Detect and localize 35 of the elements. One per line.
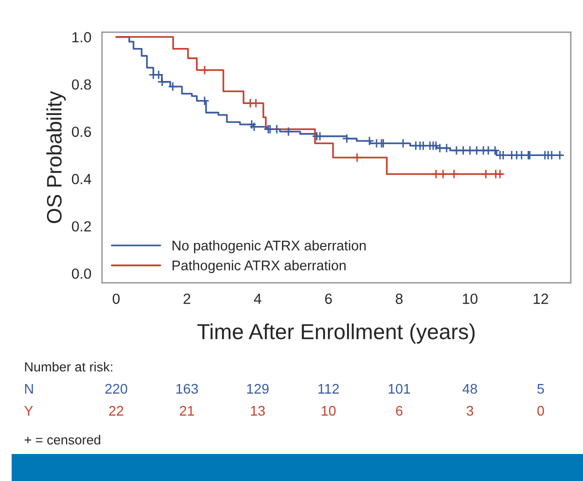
- x-tick-label: 4: [254, 294, 262, 304]
- text: 6: [396, 406, 402, 416]
- text: 22: [109, 406, 124, 416]
- text: 5: [537, 384, 544, 394]
- x-tick-label: 2: [184, 294, 190, 304]
- text: 112: [318, 384, 339, 394]
- text: 220: [105, 384, 128, 394]
- text: 10: [322, 406, 336, 416]
- y-tick-label: 1.0: [72, 32, 92, 42]
- y-tick-label: 0.4: [72, 174, 92, 184]
- text: 3: [466, 406, 474, 416]
- x-tick-label: 0: [112, 294, 120, 304]
- text: 101: [388, 384, 410, 394]
- x-tick-label: 12: [534, 294, 548, 304]
- text: 48: [462, 384, 478, 394]
- x-tick-label: 8: [396, 294, 403, 304]
- text: 0: [537, 406, 544, 416]
- text: N: [25, 384, 33, 394]
- text: + = censored: [24, 434, 100, 445]
- text: Number at risk:: [25, 362, 112, 372]
- x-tick-label: 6: [325, 294, 332, 304]
- text: 21: [180, 406, 194, 416]
- y-tick-label: 0.2: [72, 221, 91, 232]
- y-tick-label: 0.6: [72, 126, 91, 137]
- x-axis-title: Time After Enrollment (years): [197, 324, 475, 344]
- text: 129: [247, 384, 269, 394]
- y-axis-title: OS Probability: [46, 90, 66, 224]
- legend-label: No pathogenic ATRX aberration: [172, 240, 366, 254]
- y-tick-label: 0.8: [72, 79, 91, 90]
- x-tick-label: 10: [462, 294, 478, 304]
- legend-label: Pathogenic ATRX aberration: [172, 260, 346, 274]
- text: Y: [24, 406, 33, 416]
- text: 13: [251, 406, 265, 416]
- text: 163: [176, 384, 198, 394]
- y-tick-label: 0.0: [72, 268, 92, 279]
